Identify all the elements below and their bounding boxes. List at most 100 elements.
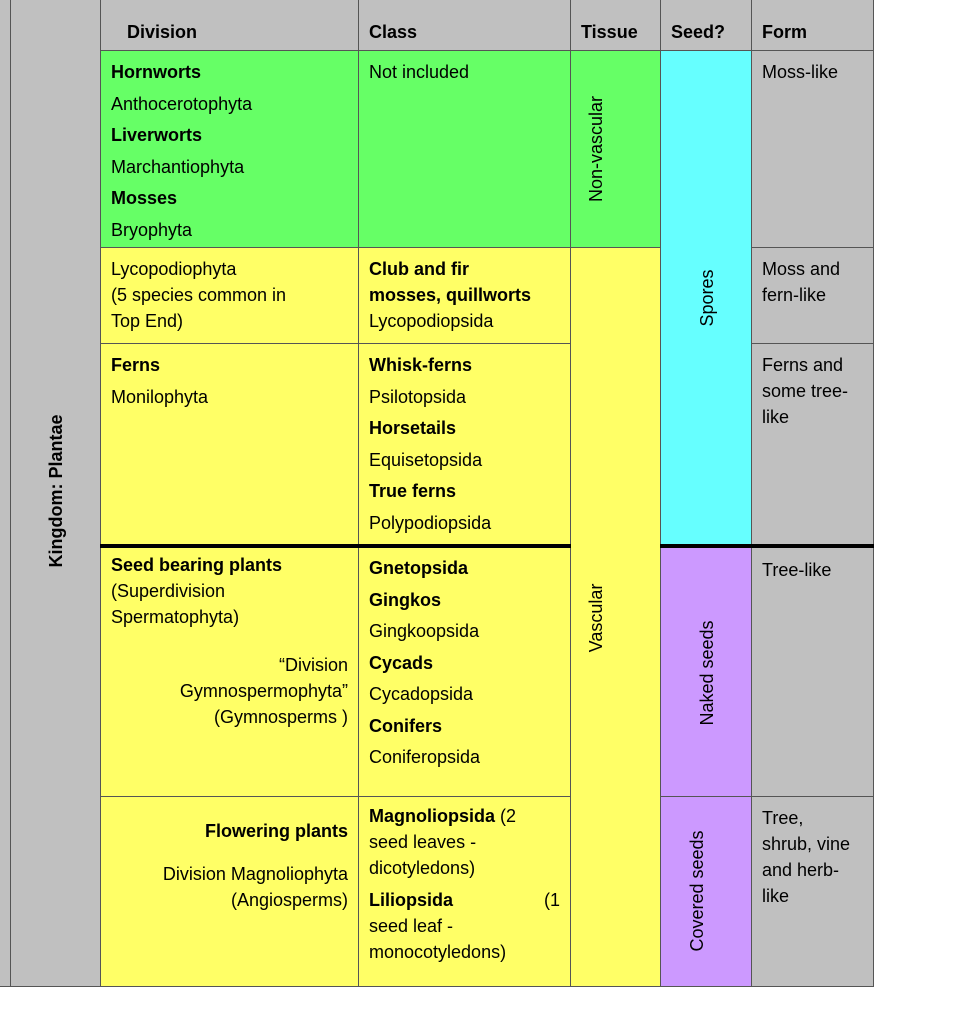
text-line: seed leaves - [369,829,560,855]
bold-text: mosses, quillworts [369,285,532,305]
text: (Angiosperms) [230,890,348,910]
text: seed leaves - [369,832,477,852]
tissue-nonvascular: Non-vascular [570,50,661,248]
bold-text: Cycads [369,652,434,673]
text-line: Seed bearing plants [111,552,348,578]
bold-text: Seed bearing plants [111,555,283,575]
text: Lycopodiophyta [111,259,237,279]
text-line: shrub, vine [762,831,863,857]
text: (1 [543,889,560,910]
class-angiosperms: Magnoliopsida (2 seed leaves - dicotyledon… [358,796,571,987]
bold-text: Magnoliopsida [369,806,495,826]
text: Anthocerotophyta [111,93,253,114]
seed-covered-label: Covered seeds [687,830,707,952]
text: Tree-like [762,560,832,580]
text: Not included [369,62,470,82]
text: Psilotopsida [369,386,467,407]
section-divider-right [660,544,874,548]
text: Polypodiopsida [369,512,492,533]
text-line: mosses, quillworts [369,282,560,308]
text: “Division [278,655,348,675]
text: Bryophyta [111,219,193,240]
text-line: Moss-like [762,59,863,85]
text: Moss and [762,259,841,279]
text: Top End) [111,311,184,331]
text-line: True ferns [369,478,560,504]
text-line: Gymnospermophyta” [111,678,348,704]
division-nonvascular: Hornworts Anthocerotophyta Liverworts March… [100,50,359,248]
text-line: Division Magnoliophyta [111,861,348,887]
text: Coniferopsida [369,747,481,767]
class-gymnosperms: Gnetopsida Gingkos Gingkoopsida Cycads Cycad… [358,546,571,797]
text-line: Hornworts [111,59,348,85]
division-lycopodiophyta: Lycopodiophyta (5 species common in Top En… [100,247,359,344]
kingdom-label: Kingdom: Plantae [46,414,66,568]
header-tissue: Tissue [570,0,661,51]
text: and herb- [762,860,840,880]
text-line: Ferns and [762,352,863,378]
text-line: monocotyledons) [369,939,560,965]
bold-text: Conifers [369,715,443,736]
text: Equisetopsida [369,449,483,470]
text-line: like [762,883,863,909]
form-r2: Moss and fern-like [751,247,874,344]
text-line: Horsetails [369,415,560,441]
text: (2 [495,806,517,826]
text: Cycadopsida [369,684,474,704]
text-line: Top End) [111,308,348,334]
text: Lycopodiopsida [369,311,494,331]
form-r5: Tree, shrub, vine and herb-like [751,796,874,987]
tissue-vascular: Vascular [570,247,661,987]
text-line: Equisetopsida [369,447,560,473]
text: dicotyledons) [369,858,476,878]
form-r4: Tree-like [751,546,874,797]
text-line: Anthocerotophyta [111,91,348,117]
text-line: Not included [369,59,560,85]
text: Tree, [762,808,804,828]
text-line: (Superdivision [111,578,348,604]
text: monocotyledons) [369,941,507,962]
text-line: seed leaf - [369,913,560,939]
text: (5 species common in [111,285,287,305]
text-line: Gingkoopsida [369,618,560,644]
form-r1: Moss-like [751,50,874,248]
text: Marchantiophyta [111,156,245,177]
bold-text: Liliopsida [369,889,454,910]
text: Gingkoopsida [369,621,480,641]
class-nonvascular: Not included [358,50,571,248]
class-ferns: Whisk-ferns Psilotopsida Horsetails Equiset… [358,343,571,547]
text: Monilophyta [111,386,209,407]
text: some tree- [762,381,849,401]
text-line: fern-like [762,282,863,308]
kingdom-cell: Kingdom: Plantae [10,0,101,987]
seed-covered: Covered seeds [660,796,752,987]
text-line: Marchantiophyta [111,154,348,180]
tissue-nonvascular-label: Non-vascular [586,95,606,203]
bold-text: Ferns [111,355,161,375]
text: Division Magnoliophyta [162,864,348,884]
text-line: and herb- [762,857,863,883]
text: Moss-like [762,62,839,82]
bold-text: True ferns [369,481,457,501]
bold-text: Flowering plants [204,821,348,841]
text: fern-like [762,285,827,305]
text-line: Lycopodiopsida [369,308,560,334]
text-line: Liverworts [111,122,348,148]
bold-text: Gingkos [369,589,442,610]
bold-text: Hornworts [111,62,201,82]
text-line: some tree- [762,378,863,404]
text-line: Mosses [111,185,348,211]
seed-spores-label: Spores [697,269,717,327]
text: seed leaf - [369,915,454,936]
division-ferns: Ferns Monilophyta [100,343,359,547]
header-division: Division [100,0,359,51]
text-line: Polypodiopsida [369,510,560,536]
tissue-vascular-label: Vascular [586,583,606,653]
seed-spores: Spores [660,50,752,547]
text-line: Monilophyta [111,384,348,410]
text-line: Tree, [762,805,863,831]
bold-text: Club and fir [369,259,469,279]
seed-naked: Naked seeds [660,546,752,797]
text: Gymnospermophyta” [179,681,348,701]
bold-text: Horsetails [369,418,457,438]
